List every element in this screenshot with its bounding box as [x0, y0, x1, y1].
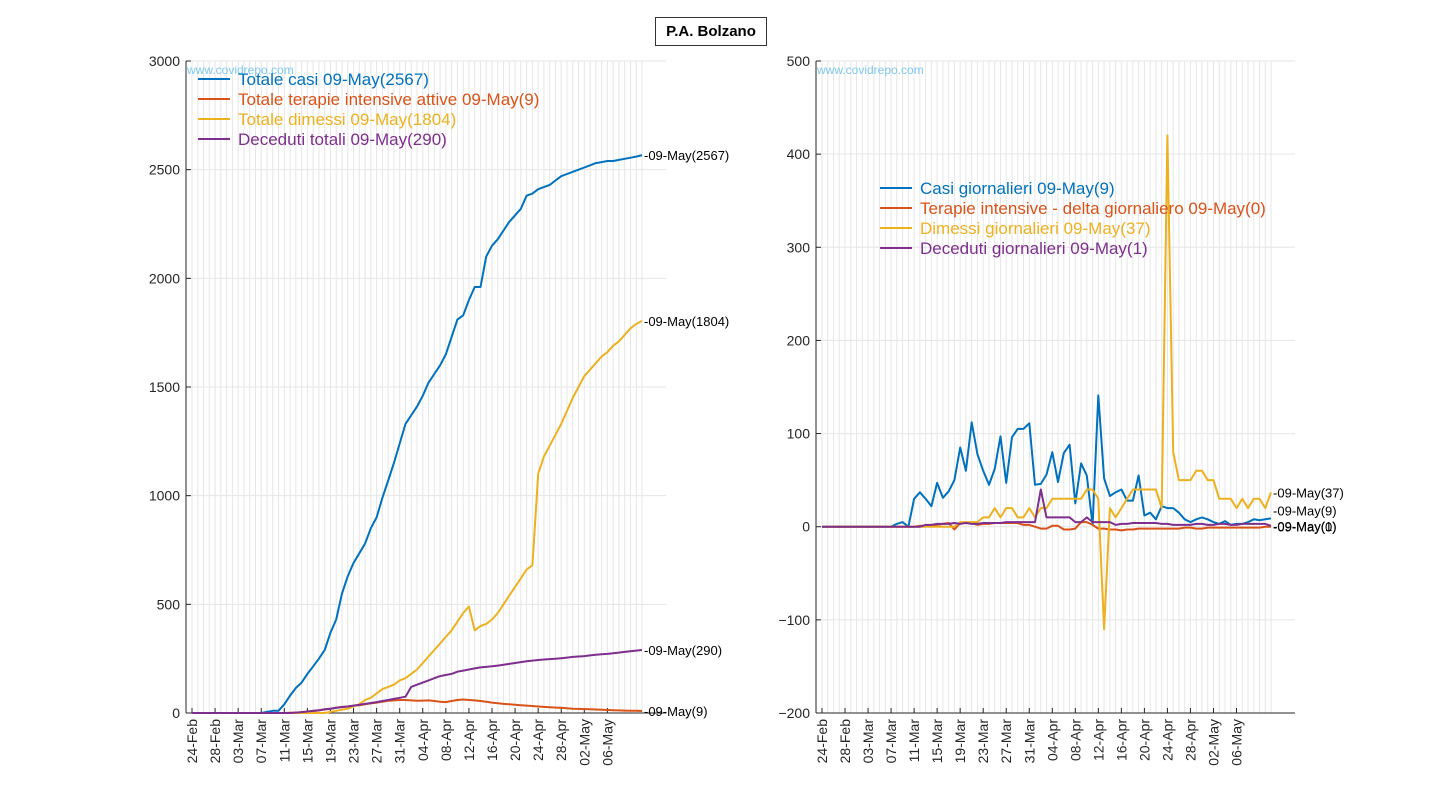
x-tick-label: 27-Mar: [998, 719, 1014, 764]
legend-entry: Deceduti totali 09-May(290): [238, 130, 447, 149]
y-tick-label: 500: [787, 53, 811, 69]
grid: [816, 60, 1295, 714]
x-tick-label: 11-Mar: [906, 719, 922, 763]
x-tick-label: 31-Mar: [392, 719, 408, 764]
legend-entry: Terapie intensive - delta giornaliero 09…: [920, 199, 1266, 218]
x-tick-label: 06-May: [1229, 719, 1245, 766]
legend-entry: Casi giornalieri 09-May(9): [920, 179, 1115, 198]
grid: [186, 60, 666, 714]
x-tick-label: 28-Feb: [207, 719, 223, 764]
chart-1: 0 500 1000 1500 2000 2500 3000 24-Feb 28-Feb 03-M…: [149, 53, 729, 766]
x-tick-label: 07-Mar: [253, 719, 269, 764]
x-tick-label: 28-Apr: [553, 719, 569, 761]
x-tick-label: 19-Mar: [952, 719, 968, 764]
y-tick-label: 1000: [149, 488, 180, 504]
y-tick-label: 300: [787, 239, 811, 255]
series-line-4: [192, 649, 643, 714]
y-tick-label: −200: [778, 705, 810, 721]
end-label: -09-May(290): [644, 643, 722, 658]
legend-entry: Totale terapie intensive attive 09-May(9…: [238, 90, 539, 109]
x-tick-label: 24-Apr: [1159, 719, 1175, 761]
end-label: -09-May(1804): [644, 314, 729, 329]
y-tick-label: 2000: [149, 270, 180, 286]
x-tick-label: 03-Mar: [860, 719, 876, 764]
x-tick-label: 06-May: [599, 719, 615, 766]
y-tick-label: 400: [787, 146, 811, 162]
x-tick-label: 07-Mar: [883, 719, 899, 764]
watermark: www.covidrepo.com: [816, 63, 924, 77]
legend-entry: Deceduti giornalieri 09-May(1): [920, 239, 1148, 258]
series-line-1: [822, 394, 1272, 528]
series-line-1: [192, 154, 643, 714]
x-tick-label: 19-Mar: [322, 719, 338, 764]
y-tick-label: 100: [787, 426, 811, 442]
legend-entry: Totale dimessi 09-May(1804): [238, 110, 456, 129]
x-tick-label: 15-Mar: [299, 719, 315, 764]
x-tick-label: 28-Feb: [837, 719, 853, 764]
legend-entry: Totale casi 09-May(2567): [238, 70, 429, 89]
end-label: -09-May(1): [1273, 519, 1337, 534]
x-tick-label: 23-Mar: [346, 719, 362, 764]
y-tick-label: 200: [787, 332, 811, 348]
x-tick-label: 28-Apr: [1182, 719, 1198, 761]
x-tick-label: 04-Apr: [415, 719, 431, 761]
x-tick-label: 16-Apr: [1113, 719, 1129, 761]
x-tick-label: 16-Apr: [484, 719, 500, 761]
x-tick-label: 03-Mar: [230, 719, 246, 764]
y-tick-label: 1500: [149, 379, 180, 395]
chart-2: −200 −100 0 100 200 300 400 500 24-Feb 28-Feb 03-M…: [778, 53, 1343, 766]
x-tick-label: 15-Mar: [929, 719, 945, 764]
x-tick-label: 12-Apr: [461, 719, 477, 761]
watermark: www.covidrepo.com: [186, 63, 294, 77]
y-tick-label: 500: [157, 596, 181, 612]
x-tick-label: 20-Apr: [1136, 719, 1152, 761]
end-label: -09-May(0): [1273, 520, 1337, 535]
x-tick-label: 31-Mar: [1021, 719, 1037, 764]
x-tick-label: 08-Apr: [438, 719, 454, 761]
x-tick-label: 12-Apr: [1090, 719, 1106, 761]
end-label: -09-May(37): [1273, 485, 1344, 500]
x-tick-label: 11-Mar: [276, 719, 292, 763]
legend-entry: Dimessi giornalieri 09-May(37): [920, 219, 1151, 238]
plot-area: [816, 61, 1295, 713]
end-label: -09-May(9): [1273, 503, 1337, 518]
x-tick-label: 02-May: [576, 719, 592, 766]
x-tick-label: 08-Apr: [1067, 719, 1083, 761]
x-tick-label: 24-Feb: [184, 719, 200, 764]
y-tick-label: 3000: [149, 53, 180, 69]
x-tick-label: 24-Feb: [814, 719, 830, 764]
x-tick-label: 02-May: [1205, 719, 1221, 766]
x-tick-label: 24-Apr: [530, 719, 546, 761]
y-tick-label: −100: [778, 612, 810, 628]
x-tick-label: 23-Mar: [975, 719, 991, 764]
x-tick-label: 20-Apr: [507, 719, 523, 761]
end-label: -09-May(9): [644, 704, 708, 719]
y-tick-label: 2500: [149, 162, 180, 178]
y-tick-label: 0: [172, 705, 180, 721]
end-label: -09-May(2567): [644, 148, 729, 163]
figure-title: P.A. Bolzano: [655, 17, 767, 46]
x-tick-label: 04-Apr: [1044, 719, 1060, 761]
x-tick-label: 27-Mar: [369, 719, 385, 764]
y-tick-label: 0: [802, 519, 810, 535]
series-line-4: [822, 488, 1272, 528]
